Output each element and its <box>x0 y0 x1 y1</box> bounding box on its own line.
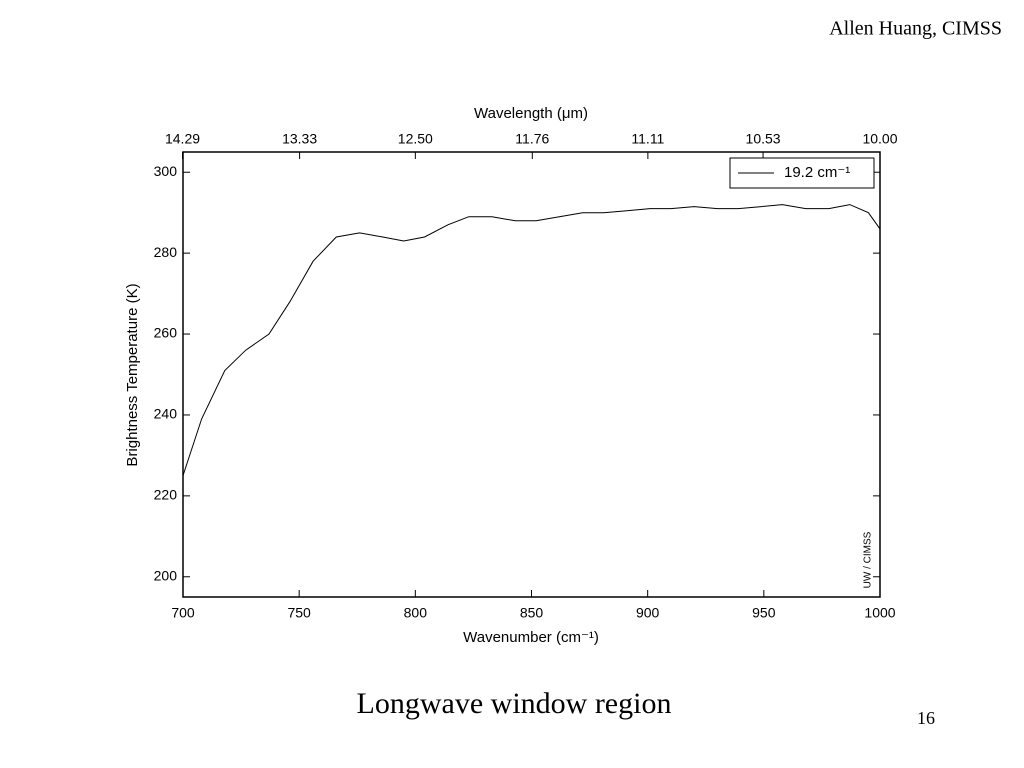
y-tick-label: 260 <box>154 325 178 341</box>
y-tick-label: 220 <box>154 487 178 503</box>
x-tick-label: 1000 <box>864 605 895 621</box>
x-tick-label: 700 <box>171 605 195 621</box>
top-tick-label: 10.53 <box>746 131 781 147</box>
x-tick-label: 900 <box>636 605 660 621</box>
plot-frame <box>182 151 881 598</box>
top-tick-label: 11.11 <box>631 131 664 147</box>
top-tick-label: 10.00 <box>862 131 897 147</box>
author: Allen Huang, CIMSS <box>829 18 1002 40</box>
top-tick-label: 13.33 <box>282 131 317 147</box>
top-tick-label: 11.76 <box>515 131 549 147</box>
x-tick-label: 950 <box>752 605 776 621</box>
x-tick-label: 850 <box>520 605 544 621</box>
page-number: 16 <box>917 708 935 728</box>
x-axis-label: Wavenumber (cm⁻¹) <box>463 629 599 646</box>
x-tick-label: 750 <box>287 605 311 621</box>
top-axis-label: Wavelength (μm) <box>474 105 588 122</box>
y-tick-label: 200 <box>154 567 178 583</box>
y-tick-label: 280 <box>154 244 178 260</box>
legend-label: 19.2 cm⁻¹ <box>784 164 850 181</box>
x-tick-label: 800 <box>404 605 428 621</box>
y-tick-label: 300 <box>154 163 178 179</box>
top-tick-label: 12.50 <box>398 131 433 147</box>
y-tick-label: 240 <box>154 406 178 422</box>
watermark: UW / CIMSS <box>863 531 874 588</box>
caption: Longwave window region <box>357 687 672 720</box>
data-line <box>182 204 881 476</box>
top-tick-label: 14.29 <box>165 131 200 147</box>
y-axis-label: Brightness Temperature (K) <box>124 283 141 466</box>
